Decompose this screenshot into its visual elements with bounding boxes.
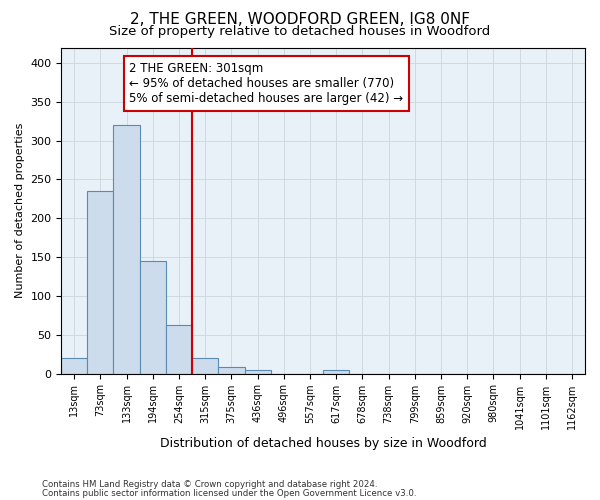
Bar <box>113 125 140 374</box>
X-axis label: Distribution of detached houses by size in Woodford: Distribution of detached houses by size … <box>160 437 487 450</box>
Bar <box>218 368 245 374</box>
Bar <box>88 191 113 374</box>
Bar <box>245 370 271 374</box>
Bar <box>61 358 88 374</box>
Y-axis label: Number of detached properties: Number of detached properties <box>15 123 25 298</box>
Text: Contains HM Land Registry data © Crown copyright and database right 2024.: Contains HM Land Registry data © Crown c… <box>42 480 377 489</box>
Bar <box>166 324 192 374</box>
Text: Contains public sector information licensed under the Open Government Licence v3: Contains public sector information licen… <box>42 488 416 498</box>
Bar <box>140 261 166 374</box>
Text: 2, THE GREEN, WOODFORD GREEN, IG8 0NF: 2, THE GREEN, WOODFORD GREEN, IG8 0NF <box>130 12 470 28</box>
Bar <box>192 358 218 374</box>
Text: Size of property relative to detached houses in Woodford: Size of property relative to detached ho… <box>109 25 491 38</box>
Text: 2 THE GREEN: 301sqm
← 95% of detached houses are smaller (770)
5% of semi-detach: 2 THE GREEN: 301sqm ← 95% of detached ho… <box>130 62 404 105</box>
Bar <box>323 370 349 374</box>
